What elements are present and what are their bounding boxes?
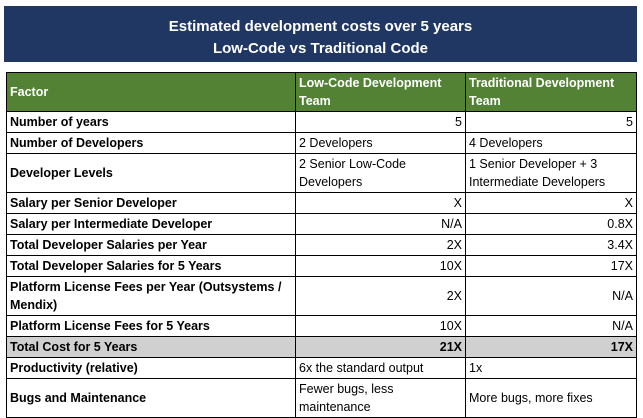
traditional-cell: X xyxy=(465,192,637,214)
factor-cell: Bugs and Maintenance xyxy=(6,378,296,418)
table-row: Platform License Fees for 5 Years 10X N/… xyxy=(6,315,637,337)
lowcode-cell: 2X xyxy=(295,234,466,256)
lowcode-cell: N/A xyxy=(295,213,466,235)
table-row: Number of years 5 5 xyxy=(6,111,637,133)
header-row: Factor Low-Code Development Team Traditi… xyxy=(6,72,637,112)
factor-cell: Platform License Fees for 5 Years xyxy=(6,315,296,337)
factor-cell: Salary per Senior Developer xyxy=(6,192,296,214)
factor-cell: Total Cost for 5 Years xyxy=(6,336,296,358)
table-row: Total Developer Salaries for 5 Years 10X… xyxy=(6,255,637,277)
traditional-cell: N/A xyxy=(465,276,637,316)
traditional-cell: 0.8X xyxy=(465,213,637,235)
title-banner: Estimated development costs over 5 years… xyxy=(4,6,637,62)
lowcode-cell: 21X xyxy=(295,336,466,358)
traditional-cell: 1x xyxy=(465,357,637,379)
title-line-2: Low-Code vs Traditional Code xyxy=(212,40,429,57)
lowcode-cell: 10X xyxy=(295,255,466,277)
factor-cell: Number of years xyxy=(6,111,296,133)
factor-cell: Developer Levels xyxy=(6,153,296,193)
traditional-cell: N/A xyxy=(465,315,637,337)
table-row: Productivity (relative) 6x the standard … xyxy=(6,357,637,379)
lowcode-cell: 5 xyxy=(295,111,466,133)
traditional-cell: 4 Developers xyxy=(465,132,637,154)
lowcode-cell: 10X xyxy=(295,315,466,337)
factor-cell: Total Developer Salaries for 5 Years xyxy=(6,255,296,277)
table-row: Developer Levels 2 Senior Low-Code Devel… xyxy=(6,153,637,193)
cost-comparison-table: Factor Low-Code Development Team Traditi… xyxy=(6,72,637,418)
title-line-1: Estimated development costs over 5 years xyxy=(168,18,473,35)
table-row: Number of Developers 2 Developers 4 Deve… xyxy=(6,132,637,154)
table-row: Bugs and Maintenance Fewer bugs, less ma… xyxy=(6,378,637,418)
header-traditional: Traditional Development Team xyxy=(465,72,637,112)
table-row: Platform License Fees per Year (Outsyste… xyxy=(6,276,637,316)
traditional-cell: 3.4X xyxy=(465,234,637,256)
table-row: Salary per Senior Developer X X xyxy=(6,192,637,214)
factor-cell: Platform License Fees per Year (Outsyste… xyxy=(6,276,296,316)
header-factor: Factor xyxy=(6,72,296,112)
header-lowcode: Low-Code Development Team xyxy=(295,72,466,112)
table-row: Salary per Intermediate Developer N/A 0.… xyxy=(6,213,637,235)
traditional-cell: 1 Senior Developer + 3 Intermediate Deve… xyxy=(465,153,637,193)
factor-cell: Salary per Intermediate Developer xyxy=(6,213,296,235)
factor-cell: Productivity (relative) xyxy=(6,357,296,379)
traditional-cell: 17X xyxy=(465,336,637,358)
total-row: Total Cost for 5 Years 21X 17X xyxy=(6,336,637,358)
traditional-cell: More bugs, more fixes xyxy=(465,378,637,418)
traditional-cell: 5 xyxy=(465,111,637,133)
lowcode-cell: 2 Senior Low-Code Developers xyxy=(295,153,466,193)
lowcode-cell: 6x the standard output xyxy=(295,357,466,379)
lowcode-cell: 2 Developers xyxy=(295,132,466,154)
lowcode-cell: X xyxy=(295,192,466,214)
factor-cell: Number of Developers xyxy=(6,132,296,154)
table-row: Total Developer Salaries per Year 2X 3.4… xyxy=(6,234,637,256)
factor-cell: Total Developer Salaries per Year xyxy=(6,234,296,256)
lowcode-cell: Fewer bugs, less maintenance xyxy=(295,378,466,418)
lowcode-cell: 2X xyxy=(295,276,466,316)
traditional-cell: 17X xyxy=(465,255,637,277)
